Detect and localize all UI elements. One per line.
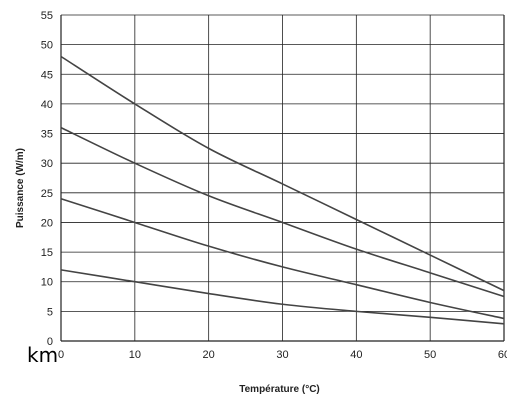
x-tick-label: 0: [58, 349, 64, 361]
y-tick-label: 30: [41, 158, 53, 170]
x-tick-label: 50: [424, 349, 436, 361]
series-line-2: [60, 126, 505, 298]
y-tick-label: 35: [41, 129, 53, 141]
x-tick-label: 30: [276, 349, 288, 361]
x-tick-label: 10: [129, 349, 141, 361]
series-line-4: [60, 269, 505, 325]
y-tick-label: 25: [41, 188, 53, 200]
x-tick-label: 20: [203, 349, 215, 361]
series-lines: [60, 55, 505, 325]
y-tick-label: 55: [41, 10, 53, 22]
x-tick-label: 60: [498, 349, 507, 361]
series-line-3: [60, 197, 505, 320]
y-tick-label: 15: [41, 247, 53, 259]
x-tick-label: 40: [350, 349, 362, 361]
fragment-text: km: [27, 343, 58, 367]
y-tick-label: 0: [47, 336, 53, 348]
tick-labels: 0 5 10 15 20 25 30 35 40 45 50 55 0 10 20 30 40 50 60: [41, 10, 507, 361]
y-tick-label: 10: [41, 277, 53, 289]
x-axis-title: Température (°C): [239, 384, 320, 395]
y-tick-label: 45: [41, 69, 53, 81]
y-tick-label: 20: [41, 217, 53, 229]
grid: [60, 14, 505, 342]
y-tick-label: 40: [41, 99, 53, 111]
y-axis-title: Puissance (W/m): [15, 148, 26, 228]
series-line-1: [60, 55, 505, 292]
y-tick-label: 5: [47, 306, 53, 318]
y-tick-label: 50: [41, 40, 53, 52]
